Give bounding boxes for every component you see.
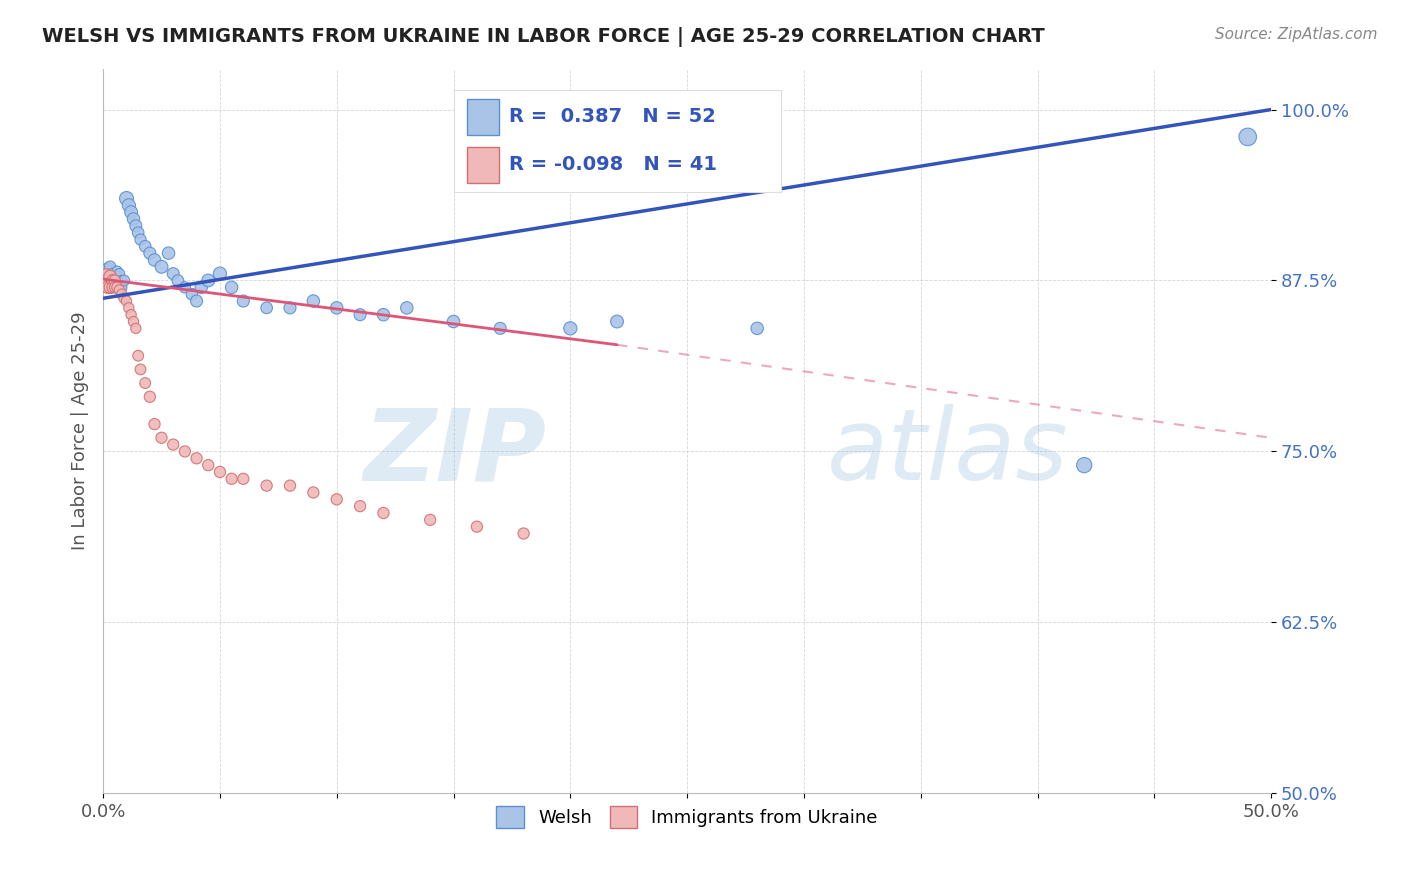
Point: [221, 472, 243, 486]
Point: [127, 349, 149, 363]
Point: [139, 390, 162, 404]
Point: [122, 211, 145, 226]
Y-axis label: In Labor Force | Age 25-29: In Labor Force | Age 25-29: [72, 311, 89, 550]
Point: [94, 277, 117, 292]
Point: [150, 260, 173, 274]
Point: [150, 431, 173, 445]
Point: [101, 273, 124, 287]
Point: [112, 291, 135, 305]
Point: [101, 273, 124, 287]
Point: [232, 472, 254, 486]
Point: [395, 301, 418, 315]
Point: [190, 280, 212, 294]
Point: [97, 280, 120, 294]
Point: [186, 293, 208, 308]
Point: [127, 226, 149, 240]
Point: [108, 267, 131, 281]
Point: [208, 267, 231, 281]
Point: [278, 478, 301, 492]
Point: [465, 519, 488, 533]
Point: [94, 269, 117, 284]
Point: [112, 273, 135, 287]
Text: Source: ZipAtlas.com: Source: ZipAtlas.com: [1215, 27, 1378, 42]
Point: [747, 321, 769, 335]
Point: [108, 283, 131, 297]
Point: [302, 293, 325, 308]
Point: [98, 280, 121, 294]
Point: [98, 269, 121, 284]
Point: [115, 191, 138, 205]
Point: [221, 280, 243, 294]
Point: [104, 273, 127, 287]
Point: [1073, 458, 1095, 472]
Text: WELSH VS IMMIGRANTS FROM UKRAINE IN LABOR FORCE | AGE 25-29 CORRELATION CHART: WELSH VS IMMIGRANTS FROM UKRAINE IN LABO…: [42, 27, 1045, 46]
Point: [97, 269, 120, 284]
Point: [139, 246, 162, 260]
Point: [349, 499, 371, 513]
Point: [256, 301, 278, 315]
Point: [118, 301, 141, 315]
Point: [186, 451, 208, 466]
Point: [302, 485, 325, 500]
Point: [419, 513, 441, 527]
Point: [167, 273, 190, 287]
Point: [489, 321, 512, 335]
Point: [349, 308, 371, 322]
Point: [129, 362, 152, 376]
Point: [232, 293, 254, 308]
Point: [134, 239, 156, 253]
Point: [120, 308, 142, 322]
Point: [104, 280, 127, 294]
Point: [1236, 129, 1258, 144]
Point: [104, 273, 127, 287]
Point: [256, 478, 278, 492]
Point: [101, 280, 124, 294]
Point: [162, 267, 184, 281]
Point: [97, 273, 120, 287]
Point: [105, 280, 128, 294]
Point: [197, 458, 219, 472]
Point: [512, 526, 534, 541]
Point: [606, 314, 628, 328]
Point: [111, 287, 134, 301]
Point: [104, 280, 127, 294]
Point: [98, 260, 121, 274]
Point: [115, 293, 138, 308]
Point: [325, 301, 347, 315]
Point: [443, 314, 465, 328]
Point: [325, 492, 347, 507]
Point: [94, 273, 117, 287]
Legend: Welsh, Immigrants from Ukraine: Welsh, Immigrants from Ukraine: [489, 798, 884, 835]
Text: atlas: atlas: [827, 404, 1069, 501]
Point: [97, 264, 120, 278]
Point: [125, 321, 148, 335]
Point: [373, 506, 395, 520]
Point: [111, 280, 134, 294]
Point: [157, 246, 180, 260]
Point: [197, 273, 219, 287]
Point: [180, 287, 202, 301]
Point: [111, 273, 134, 287]
Point: [134, 376, 156, 390]
Point: [278, 301, 301, 315]
Point: [98, 280, 121, 294]
Text: ZIP: ZIP: [364, 404, 547, 501]
Point: [373, 308, 395, 322]
Point: [120, 205, 142, 219]
Point: [143, 252, 166, 267]
Point: [125, 219, 148, 233]
Point: [101, 267, 124, 281]
Point: [560, 321, 582, 335]
Point: [129, 232, 152, 246]
Point: [162, 437, 184, 451]
Point: [143, 417, 166, 431]
Point: [98, 273, 121, 287]
Point: [105, 264, 128, 278]
Point: [173, 444, 195, 458]
Point: [118, 198, 141, 212]
Point: [173, 280, 195, 294]
Point: [208, 465, 231, 479]
Point: [105, 269, 128, 284]
Point: [122, 314, 145, 328]
